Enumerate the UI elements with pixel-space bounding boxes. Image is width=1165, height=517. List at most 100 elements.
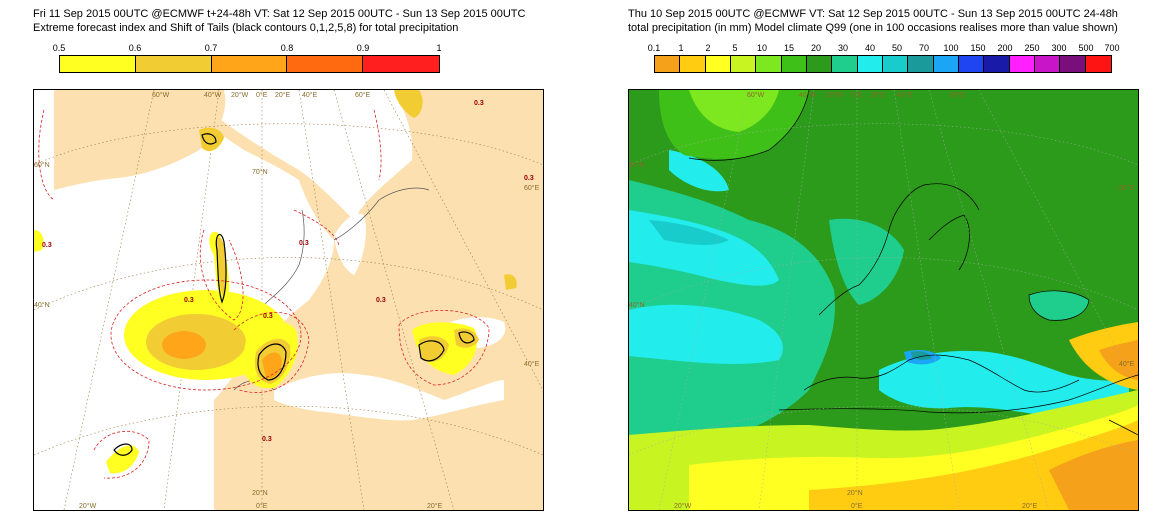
right-legend-swatch [1060,56,1086,72]
right-legend-swatch [857,56,883,72]
right-legend-swatch [908,56,934,72]
left-contour-label: 0.3 [262,436,272,443]
right-legend-swatch [705,56,731,72]
right-legend-swatch [882,56,909,72]
right-grid-label-top: 40°W [799,91,817,99]
left-ocean-north [184,90,413,220]
right-legend-tick: 150 [970,43,986,53]
right-legend-tick: 50 [891,43,903,53]
right-grid-label-top: 60°E [950,91,966,99]
right-legend-tick: 10 [756,43,768,53]
right-title-line2: total precipitation (in mm) Model climat… [628,22,1118,34]
left-legend-ticks: 0.5 0.6 0.7 0.8 0.9 1 [53,43,442,55]
left-legend-tick: 0.6 [128,43,142,53]
right-map-climate[interactable]: 60°W 40°W 20°W 0°E 20°E 40°E 60°E 60°N 4… [628,89,1139,511]
left-grid-label-bottom: 20°W [79,502,97,510]
right-legend-tick: 300 [1051,43,1067,53]
right-legend-swatch [1034,56,1061,72]
left-grid-label-top: 60°W [152,91,170,99]
right-map-canvas: 60°W 40°W 20°W 0°E 20°E 40°E 60°E 60°N 4… [629,90,1138,510]
right-grid-label-inner: 20°N [847,489,863,497]
left-grid-label-top: 40°W [204,91,222,99]
right-legend-tick: 2 [705,43,711,53]
left-grid-label-inner: 20°N [252,489,268,497]
right-grid-label-top: 20°E [870,91,886,99]
left-grid-label-bottom: 0°E [256,502,268,510]
left-legend-swatch [287,56,364,72]
right-legend-tick: 40 [864,43,876,53]
right-sea-med [879,350,1129,417]
left-grid-label-top: 60°E [355,91,371,99]
right-grid-label-top: 40°E [897,91,913,99]
left-contour-label: 0.3 [184,297,194,304]
left-grid-label-bottom: 20°E [427,502,443,510]
left-map-efi[interactable]: 0.3 0.3 0.3 0.3 0.3 0.3 0.3 0.3 60°W 40°… [33,89,544,511]
right-grid-label-top: 60°W [747,91,765,99]
left-grid-label-top: 40°E [302,91,318,99]
right-legend-tick: 100 [943,43,959,53]
right-legend-swatch [1009,56,1035,72]
right-legend-swatch [730,56,757,72]
right-legend-swatch [680,56,706,72]
right-legend-swatch [655,56,681,72]
right-grid-label-left: 40°N [629,301,645,309]
left-legend-swatch [211,56,288,72]
right-grid-label-bottom: 0°E [851,502,863,510]
left-legend-tick: 1 [436,43,442,53]
right-legend-tick: 1 [678,43,684,53]
right-legend-tick: 500 [1078,43,1094,53]
right-legend-tick: 15 [783,43,795,53]
left-title-line2: Extreme forecast index and Shift of Tail… [33,22,459,34]
left-grid-label-inner: 70°N [252,168,268,176]
left-grid-label-right: 60°E [524,184,540,192]
left-contour-label: 0.3 [263,313,273,320]
right-legend-ticks: 0.1 1 2 5 10 15 20 30 40 50 70 100 150 2… [648,43,1120,55]
left-contour-label: 0.3 [376,297,386,304]
right-legend-colorbar [654,55,1112,73]
right-legend-tick: 70 [918,43,930,53]
left-land-greenland [54,90,226,190]
right-legend-swatch [1085,56,1111,72]
right-grid-label-left: 60°N [629,161,645,169]
right-legend-swatch [806,56,833,72]
left-legend-tick: 0.5 [52,43,66,53]
left-grid-label-top: 20°E [275,91,291,99]
left-legend-tick: 0.9 [356,43,370,53]
right-legend-swatch [781,56,807,72]
left-grid-label-top: 0°E [256,91,268,99]
left-grid-label-top: 20°W [231,91,249,99]
right-grid-label-bottom: 20°W [674,502,692,510]
right-legend-swatch [756,56,782,72]
right-legend-swatch [984,56,1010,72]
right-legend-tick: 700 [1104,43,1120,53]
right-legend-swatch [958,56,985,72]
left-legend-swatch [60,56,136,72]
right-legend-swatch [832,56,858,72]
right-grid-label-top: 0°E [851,91,863,99]
left-contour-label: 0.3 [42,242,52,249]
left-legend-tick: 0.7 [204,43,218,53]
right-legend-tick: 200 [997,43,1013,53]
right-title-line1: Thu 10 Sep 2015 00UTC @ECMWF VT: Sat 12 … [628,8,1118,20]
right-grid-label-right: 40°E [1119,360,1135,368]
right-legend-tick: 30 [837,43,849,53]
left-legend-swatch [363,56,439,72]
right-grid-label-top: 20°W [826,91,844,99]
left-legend-tick: 0.8 [280,43,294,53]
right-legend-tick: 0.1 [647,43,661,53]
left-contour-label: 0.3 [299,240,309,247]
left-title-line1: Fri 11 Sep 2015 00UTC @ECMWF t+24-48h VT… [33,8,526,20]
left-grid-label-right: 40°E [524,360,540,368]
left-grid-label-left: 40°N [34,301,50,309]
left-contour-label: 0.3 [524,175,534,182]
left-legend-swatch [135,56,212,72]
left-legend-colorbar [59,55,440,73]
right-legend-tick: 5 [732,43,738,53]
left-grid-label-left: 60°N [34,161,50,169]
left-map-canvas: 0.3 0.3 0.3 0.3 0.3 0.3 0.3 0.3 60°W 40°… [34,90,543,510]
right-grid-label-bottom: 20°E [1022,502,1038,510]
right-legend-tick: 250 [1024,43,1040,53]
right-legend-tick: 20 [810,43,822,53]
left-sea-med [274,373,504,421]
left-sea-baltic [334,213,366,275]
